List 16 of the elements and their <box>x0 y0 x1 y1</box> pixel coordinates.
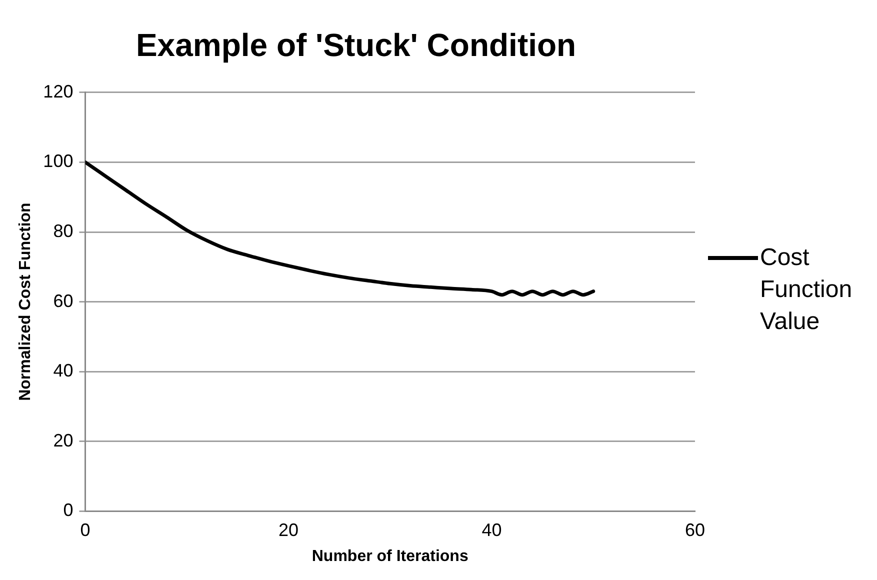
x-axis-title: Number of Iterations <box>312 548 468 565</box>
y-tick-label: 0 <box>63 500 74 520</box>
y-axis-title: Normalized Cost Function <box>17 202 34 401</box>
chart-title: Example of 'Stuck' Condition <box>136 27 576 64</box>
y-tick-label: 40 <box>53 360 74 381</box>
x-tick-label: 20 <box>278 520 298 540</box>
y-tick-label: 80 <box>53 220 74 241</box>
y-tick-label: 100 <box>43 151 74 172</box>
y-tick-label: 120 <box>43 81 74 102</box>
y-tick-label: 20 <box>53 430 74 450</box>
x-tick-label: 0 <box>80 520 90 540</box>
legend-label: Cost Function Value <box>760 243 852 337</box>
line-series <box>85 160 596 297</box>
x-tick-label: 40 <box>482 520 502 540</box>
x-tick-label: 60 <box>684 520 706 540</box>
y-tick-label: 60 <box>53 290 74 311</box>
